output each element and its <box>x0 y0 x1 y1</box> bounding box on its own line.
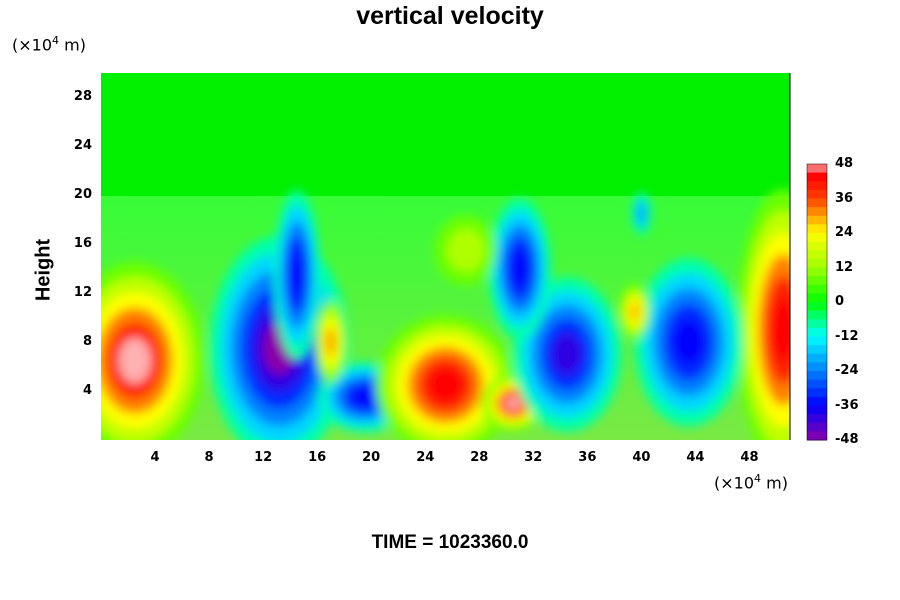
x-tick-label: 16 <box>308 450 327 465</box>
y-tick-label: 4 <box>82 383 92 399</box>
colorbar-swatch <box>807 319 827 329</box>
colorbar-swatch <box>807 302 827 312</box>
colorbar-swatch <box>807 267 827 277</box>
velocity-cell <box>325 328 336 357</box>
time-label: TIME = 1023360.0 <box>371 532 529 553</box>
colorbar-swatch <box>807 293 827 303</box>
x-tick-label: 44 <box>686 450 705 465</box>
velocity-cell <box>673 319 704 366</box>
colorbar-swatch <box>807 250 827 260</box>
colorbar-swatch <box>807 233 827 243</box>
colorbar-tick-label: 48 <box>835 156 854 171</box>
colorbar-swatch <box>807 431 827 441</box>
colorbar-swatch <box>807 224 827 234</box>
velocity-cell <box>447 229 485 272</box>
colorbar-swatch <box>807 405 827 415</box>
velocity-cell <box>290 251 304 298</box>
x-axis-unit: (×104 m) <box>714 472 788 493</box>
colorbar-swatch <box>807 422 827 432</box>
y-tick-label: 12 <box>73 285 92 301</box>
colorbar-swatch <box>807 164 827 174</box>
velocity-cell <box>429 368 462 402</box>
colorbar-swatch <box>807 327 827 337</box>
y-tick-label: 16 <box>73 236 92 252</box>
y-tick-label: 20 <box>73 187 92 203</box>
colorbar-swatch <box>807 388 827 398</box>
colorbar-frame <box>806 163 828 441</box>
velocity-cell <box>637 204 646 223</box>
x-tick-label: 12 <box>254 450 273 465</box>
velocity-cell <box>629 302 640 321</box>
colorbar-swatch <box>807 284 827 294</box>
colorbar-swatch <box>807 396 827 406</box>
colorbar-swatch <box>807 379 827 389</box>
colorbar-tick-label: 36 <box>835 190 854 206</box>
colorbar-swatch <box>807 181 827 191</box>
colorbar-swatch <box>807 198 827 208</box>
x-tick-label: 40 <box>632 450 651 465</box>
colorbar-swatch <box>807 345 827 355</box>
colorbar-swatch <box>807 310 827 320</box>
velocity-cell <box>118 337 151 384</box>
y-tick-label: 28 <box>73 89 92 105</box>
y-tick-label: 8 <box>82 334 92 350</box>
colorbar-swatch <box>807 189 827 199</box>
y-tick-label: 24 <box>73 138 92 154</box>
colorbar-swatch <box>807 276 827 286</box>
x-tick-label: 24 <box>416 450 435 465</box>
colorbar-swatch <box>807 362 827 372</box>
x-tick-label: 20 <box>362 450 381 465</box>
velocity-cell <box>511 249 529 288</box>
chart-title: vertical velocity <box>356 2 544 30</box>
x-tick-label: 4 <box>150 450 160 465</box>
colorbar-swatch <box>807 172 827 182</box>
velocity-cell <box>552 333 582 376</box>
colorbar-swatch <box>807 353 827 363</box>
x-tick-label: 32 <box>524 450 543 465</box>
x-tick-label: 36 <box>578 450 597 465</box>
colorbar-tick-label: -24 <box>835 363 859 378</box>
colorbar-tick-label: 12 <box>835 259 854 275</box>
velocity-cell <box>505 396 521 410</box>
colorbar-swatch <box>807 207 827 217</box>
x-tick-label: 8 <box>204 450 214 465</box>
colorbar-swatch <box>807 241 827 251</box>
colorbar-swatch <box>807 414 827 424</box>
velocity-cell <box>351 387 378 407</box>
y-axis-unit: (×104 m) <box>12 34 86 55</box>
x-tick-label: 48 <box>740 450 759 465</box>
colorbar-tick-label: 0 <box>835 294 845 309</box>
colorbar-tick-label: -36 <box>835 397 859 413</box>
colorbar-tick-label: 24 <box>835 225 854 240</box>
velocity-cell <box>772 297 790 363</box>
x-tick-label: 28 <box>470 450 489 465</box>
colorbar-swatch <box>807 258 827 268</box>
colorbar-swatch <box>807 215 827 225</box>
colorbar-tick-label: -12 <box>835 328 859 344</box>
colorbar-tick-label: -48 <box>835 432 859 447</box>
colorbar-swatch <box>807 336 827 346</box>
colorbar-swatch <box>807 371 827 381</box>
